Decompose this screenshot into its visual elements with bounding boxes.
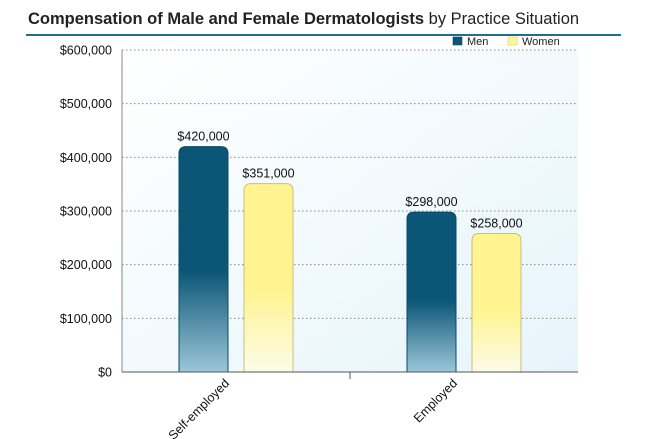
legend-label-men: Men	[467, 36, 488, 48]
bar-women-employed	[471, 233, 522, 373]
y-axis: $0 $100,000 $200,000 $300,000 $400,000 $500,0…	[60, 44, 123, 380]
legend-label-women: Women	[522, 36, 560, 48]
bars: $420,000 $351,000 $298,000 $258,000	[177, 130, 523, 373]
bar-men-self-employed	[178, 146, 229, 373]
data-label: $298,000	[405, 195, 457, 209]
y-tick-label: $300,000	[60, 205, 112, 219]
legend-swatch-men	[452, 36, 463, 46]
y-tick-label: $500,000	[60, 97, 112, 111]
chart-title-suffix: by Practice Situation	[424, 10, 580, 28]
x-tick-label: Self-employed	[166, 376, 232, 439]
chart-title-bar: Compensation of Male and Female Dermatol…	[26, 8, 621, 36]
bar-women-self-employed	[243, 183, 294, 373]
y-tick-label: $400,000	[60, 151, 112, 165]
data-label: $258,000	[470, 217, 522, 231]
x-tick-label: Employed	[411, 376, 460, 425]
chart-title: Compensation of Male and Female Dermatol…	[28, 10, 579, 29]
bar-men-employed	[406, 211, 457, 373]
y-tick-label: $600,000	[60, 44, 112, 58]
x-axis: Self-employed Employed	[122, 371, 578, 439]
data-label: $351,000	[242, 167, 294, 181]
y-tick-label: $100,000	[60, 312, 112, 326]
y-tick-label: $0	[98, 366, 112, 380]
y-tick-label: $200,000	[60, 258, 112, 272]
legend-swatch-women	[507, 36, 518, 46]
data-label: $420,000	[177, 130, 229, 144]
legend: Men Women	[452, 36, 560, 48]
chart-title-main: Compensation of Male and Female Dermatol…	[28, 10, 425, 28]
